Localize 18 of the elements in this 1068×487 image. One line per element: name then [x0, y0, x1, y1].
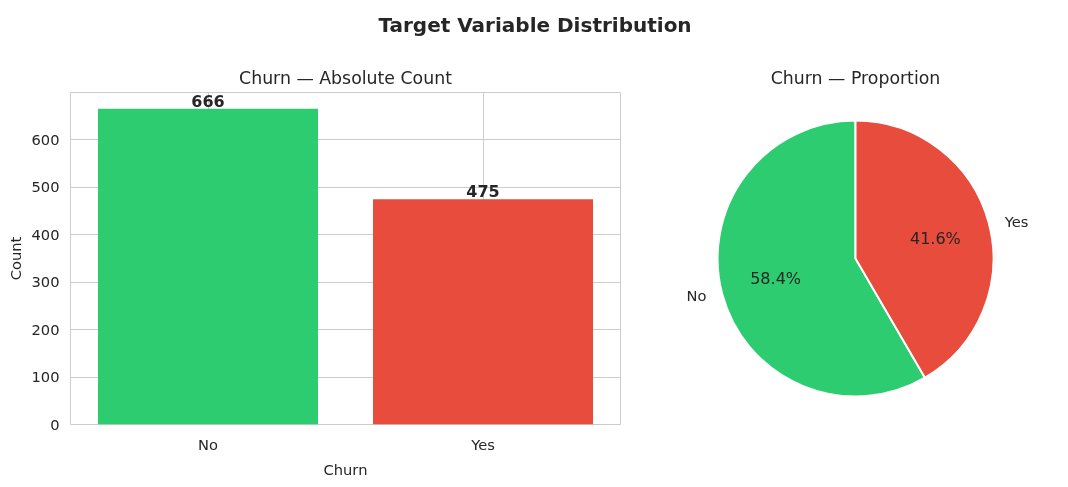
text: Target Variable Distribution [378, 13, 692, 37]
y-tick-label: 0 [50, 415, 60, 433]
x-axis-title: Churn [323, 460, 368, 478]
chart-title: Churn — Proportion [770, 67, 941, 88]
data-label: 41.6% [909, 229, 961, 249]
y-tick-label: 100 [31, 368, 60, 386]
data-label: 58.4% [750, 268, 802, 288]
y-tick-label: 600 [31, 130, 60, 148]
y-axis-title: Count [6, 236, 24, 281]
slice-label: No [686, 286, 707, 304]
data-label: 666 [191, 91, 225, 111]
y-tick-label: 500 [31, 178, 60, 196]
data-label: 475 [466, 182, 500, 202]
y-tick-label: 300 [31, 273, 60, 291]
y-tick-label: 400 [31, 225, 60, 243]
chart-title: Churn — Absolute Count [239, 67, 453, 88]
slice-label: Yes [1003, 213, 1029, 231]
y-tick-label: 200 [31, 320, 60, 338]
